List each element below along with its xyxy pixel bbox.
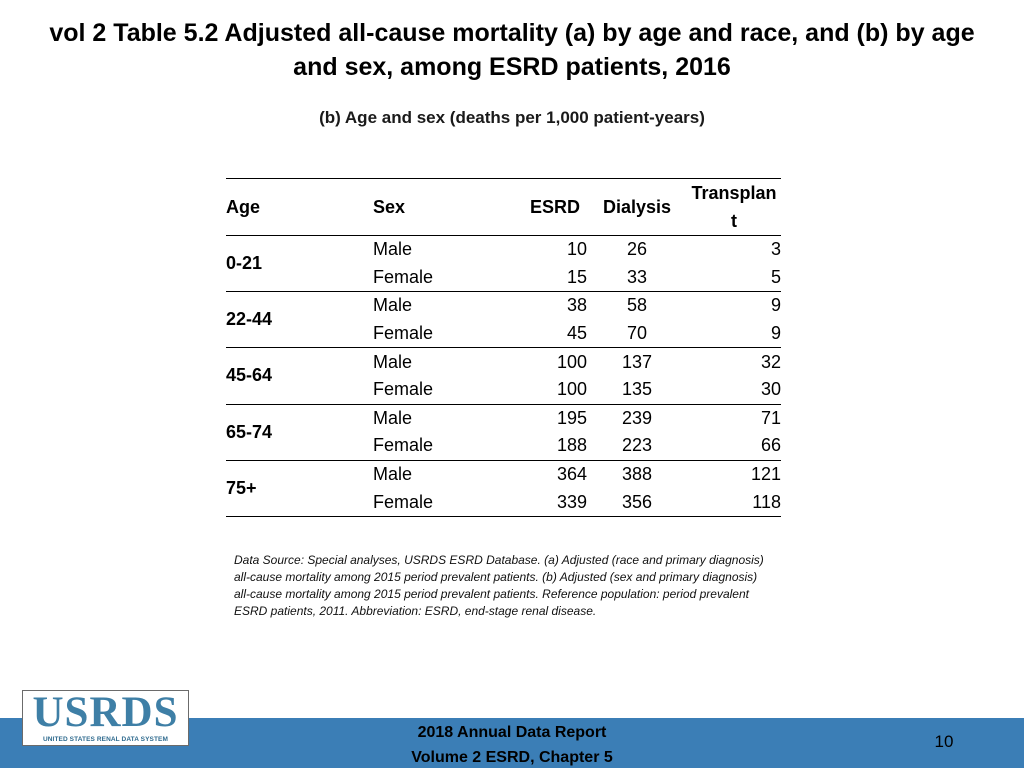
header-transplant-line2: t <box>731 211 737 231</box>
logo-wordmark: USRDS <box>32 689 179 736</box>
esrd-cell: 45 <box>566 323 587 344</box>
sex-cell: Male <box>373 351 413 372</box>
dialysis-cell: 239 <box>621 407 653 428</box>
table-row: 65-74 Male 195 239 71 <box>226 404 781 442</box>
slide-title: vol 2 Table 5.2 Adjusted all-cause morta… <box>49 19 975 81</box>
sex-cell: Male <box>373 295 413 316</box>
report-line-1: 2018 Annual Data Report <box>417 724 607 741</box>
data-source-note: Data Source: Special analyses, USRDS ESR… <box>234 553 764 618</box>
transplant-cell: 71 <box>760 407 781 428</box>
dialysis-cell: 33 <box>626 266 648 287</box>
table-header-row: Age Sex ESRD Dialysis Transplan t <box>226 178 781 236</box>
age-group-label: 65-74 <box>226 421 273 442</box>
dialysis-cell: 70 <box>626 323 648 344</box>
transplant-cell: 121 <box>750 464 781 485</box>
header-sex: Sex <box>373 196 406 217</box>
transplant-cell: 66 <box>760 435 781 456</box>
table-row: Female 339 356 118 <box>226 488 781 517</box>
dialysis-cell: 388 <box>621 464 653 485</box>
sex-cell: Female <box>373 435 434 456</box>
table-row: Female 15 33 5 <box>226 264 781 292</box>
dialysis-cell: 223 <box>621 435 653 456</box>
dialysis-cell: 26 <box>626 239 648 260</box>
logo-subtext: UNITED STATES RENAL DATA SYSTEM <box>42 736 169 743</box>
transplant-cell: 118 <box>752 491 781 512</box>
esrd-cell: 10 <box>566 239 587 260</box>
sex-cell: Female <box>373 323 434 344</box>
table-row: 22-44 Male 38 58 9 <box>226 292 781 329</box>
transplant-cell: 9 <box>770 323 781 344</box>
sex-cell: Female <box>373 491 434 512</box>
transplant-cell: 30 <box>760 379 781 400</box>
dialysis-cell: 137 <box>621 351 653 372</box>
age-group-label: 75+ <box>226 477 257 498</box>
esrd-cell: 364 <box>556 464 587 485</box>
sex-cell: Female <box>373 379 434 400</box>
table-row: Female 100 135 30 <box>226 376 781 405</box>
dialysis-cell: 135 <box>621 379 653 400</box>
dialysis-cell: 356 <box>621 491 653 512</box>
esrd-cell: 100 <box>556 351 587 372</box>
report-line-2: Volume 2 ESRD, Chapter 5 <box>411 749 613 766</box>
report-label: 2018 Annual Data Report Volume 2 ESRD, C… <box>0 720 1024 770</box>
esrd-cell: 15 <box>566 266 587 287</box>
table-subtitle: (b) Age and sex (deaths per 1,000 patien… <box>319 108 705 127</box>
sex-cell: Male <box>373 239 413 260</box>
header-age: Age <box>226 196 261 217</box>
esrd-cell: 100 <box>556 379 587 400</box>
table-row: 75+ Male 364 388 121 <box>226 460 781 498</box>
esrd-cell: 339 <box>556 491 587 512</box>
sex-cell: Female <box>373 266 434 287</box>
age-group-label: 45-64 <box>226 365 273 386</box>
header-transplant: Transplan t <box>687 179 781 236</box>
table-row: Female 188 223 66 <box>226 432 781 461</box>
usrds-logo: USRDS UNITED STATES RENAL DATA SYSTEM <box>22 690 189 746</box>
page-number: 10 <box>934 732 954 751</box>
header-dialysis: Dialysis <box>602 196 672 217</box>
transplant-cell: 32 <box>760 351 781 372</box>
esrd-cell: 38 <box>566 295 587 316</box>
mortality-table: Age Sex ESRD Dialysis Transplan t 0-21 Ma… <box>226 178 781 517</box>
sex-cell: Male <box>373 407 413 428</box>
esrd-cell: 188 <box>556 435 587 456</box>
dialysis-cell: 58 <box>626 295 648 316</box>
age-group-label: 22-44 <box>226 309 273 330</box>
table-row: 0-21 Male 10 26 3 <box>226 236 781 273</box>
age-group-label: 0-21 <box>226 253 263 274</box>
header-esrd: ESRD <box>529 196 580 217</box>
esrd-cell: 195 <box>556 407 587 428</box>
table-row: Female 45 70 9 <box>226 320 781 348</box>
table-row: 45-64 Male 100 137 32 <box>226 348 781 386</box>
sex-cell: Male <box>373 464 413 485</box>
transplant-cell: 3 <box>770 239 781 260</box>
transplant-cell: 9 <box>770 295 781 316</box>
transplant-cell: 5 <box>770 266 781 287</box>
header-transplant-line1: Transplan <box>691 183 777 203</box>
